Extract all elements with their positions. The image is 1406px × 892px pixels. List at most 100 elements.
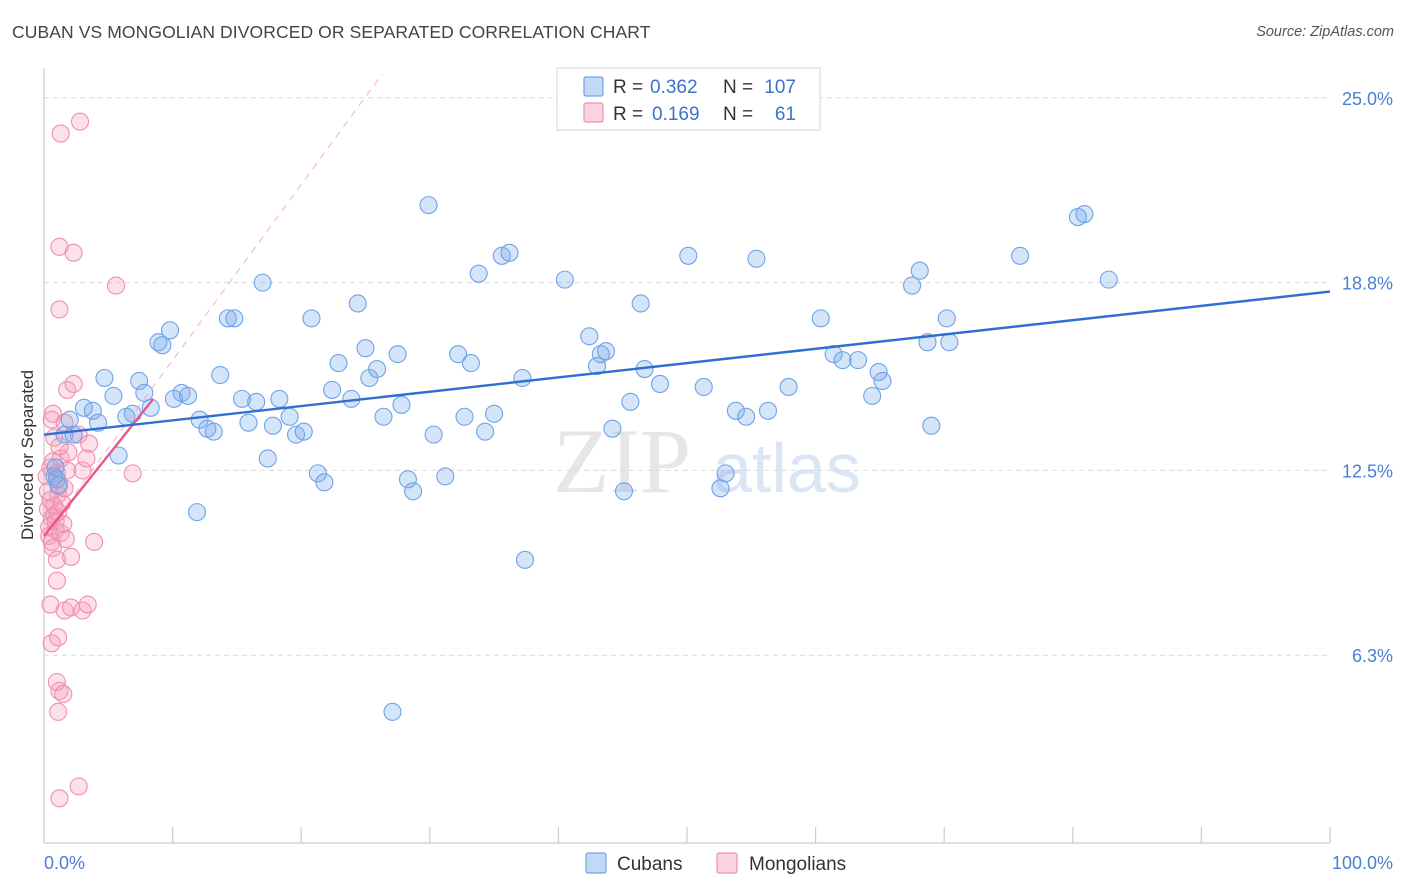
mongolian-trend-extension [43, 73, 383, 537]
x-tick-label-0: 0.0% [44, 853, 85, 873]
cuban-point [833, 351, 852, 370]
cuban-point [737, 407, 756, 426]
cuban-point [135, 383, 154, 402]
legend-swatch-mongolian [583, 102, 604, 123]
mongolian-series [37, 112, 142, 808]
cuban-point [109, 446, 128, 465]
cuban-point [631, 294, 650, 313]
cuban-point [863, 386, 882, 405]
cuban-point [869, 362, 888, 382]
cuban-point [513, 368, 532, 388]
mongolian-point [49, 702, 68, 721]
mongolian-point [54, 684, 73, 704]
cuban-point [211, 365, 230, 385]
y-tick-label: 12.5% [1342, 461, 1393, 481]
cuban-point [603, 419, 622, 438]
mongolian-point [77, 449, 96, 468]
cuban-point [591, 345, 610, 364]
legend: R = 0.362 N = 107 R = 0.169 N = 61 [556, 67, 821, 131]
cuban-point [679, 246, 698, 265]
cuban-point [160, 321, 180, 340]
cuban-point [60, 410, 79, 429]
cuban-point [515, 550, 535, 569]
cuban-point [1011, 246, 1030, 265]
cuban-point [902, 276, 922, 295]
cuban-point [1099, 270, 1118, 289]
mongolian-point [50, 300, 69, 319]
cuban-point [587, 357, 607, 376]
cuban-point [270, 389, 289, 408]
mongolian-point [73, 461, 92, 480]
bottom-legend-label-mongolians: Mongolians [749, 854, 846, 875]
mongolian-point [50, 789, 69, 808]
mongolian-point [47, 550, 66, 569]
mongolian-point [51, 124, 70, 143]
legend-r-value: 0.362 [650, 77, 698, 98]
cuban-point [779, 377, 798, 396]
bottom-legend-swatch-cubans [585, 852, 607, 874]
cuban-point [485, 404, 504, 423]
cuban-point [204, 422, 223, 441]
cuban-point [178, 386, 198, 405]
legend-n-value: 61 [775, 104, 796, 125]
y-tick-label: 18.8% [1342, 274, 1393, 294]
cuban-point [83, 401, 102, 420]
legend-r-label: R = [613, 77, 643, 98]
cuban-point [323, 380, 342, 399]
bottom-legend-swatch-mongolians [716, 852, 738, 874]
legend-r-value: 0.169 [652, 104, 700, 125]
cuban-point [811, 309, 830, 328]
chart-title: CUBAN VS MONGOLIAN DIVORCED OR SEPARATED… [12, 22, 651, 42]
cuban-point [555, 270, 574, 289]
x-tick-label-100: 100.0% [1332, 853, 1393, 873]
mongolian-point [56, 529, 75, 549]
cuban-point [263, 416, 282, 435]
cuban-point [253, 273, 272, 292]
cuban-point [141, 398, 160, 417]
cuban-point [1075, 205, 1094, 224]
cuban-point [392, 395, 411, 414]
mongolian-point [106, 276, 126, 295]
mongolian-point [85, 532, 104, 551]
bottom-legend-label-cubans: Cubans [617, 854, 683, 875]
legend-box [556, 67, 821, 131]
x-axis-ticks [172, 827, 1331, 843]
cuban-point [747, 249, 766, 268]
cuban-point [280, 407, 299, 426]
cuban-point [449, 345, 468, 364]
cuban-point [247, 392, 266, 411]
cuban-point [130, 371, 149, 391]
cuban-point [302, 309, 321, 328]
y-tick-label: 25.0% [1342, 89, 1393, 109]
cuban-point [398, 470, 417, 489]
mongolian-point [73, 601, 92, 620]
cuban-point [580, 327, 599, 346]
cuban-point [469, 264, 488, 283]
cuban-point [726, 401, 745, 420]
mongolian-point [61, 547, 81, 566]
cuban-point [461, 354, 481, 373]
legend-n-value: 107 [764, 77, 796, 98]
cuban-point [694, 377, 713, 396]
cuban-point [294, 422, 313, 441]
cuban-point [873, 371, 892, 391]
bottom-legend: Cubans Mongolians [585, 852, 846, 875]
cuban-point [848, 351, 868, 370]
cuban-point [388, 345, 407, 364]
mongolian-point [50, 437, 69, 456]
cuban-point [225, 309, 244, 328]
cuban-point [758, 401, 778, 420]
mongolian-point [49, 628, 68, 647]
trend-lines [43, 73, 1331, 537]
cuban-point [455, 407, 474, 426]
cuban-point [424, 425, 443, 444]
cuban-point [95, 368, 114, 388]
cuban-point [104, 386, 123, 405]
legend-swatch-cuban [583, 76, 604, 97]
mongolian-point [69, 777, 88, 796]
cuban-point [922, 416, 941, 435]
cuban-point [374, 407, 393, 426]
chart-source: Source: ZipAtlas.com [1256, 24, 1394, 40]
cuban-point [232, 389, 252, 408]
